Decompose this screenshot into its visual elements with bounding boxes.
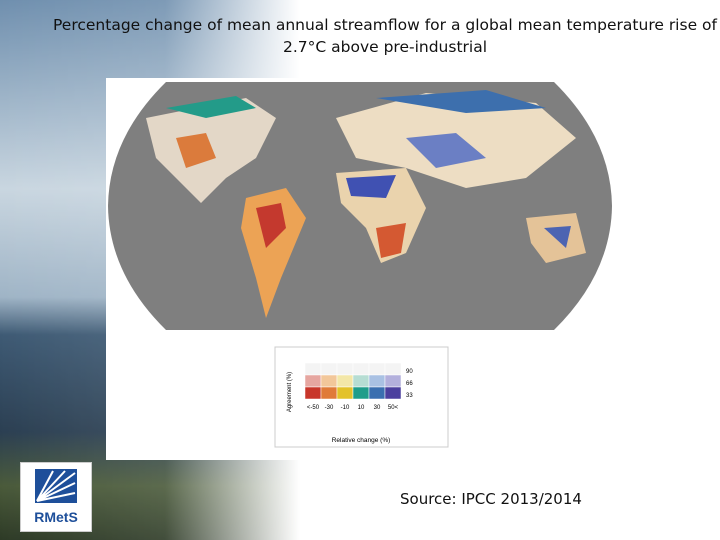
legend-x-tick: -10 (341, 405, 350, 411)
legend-x-tick: 50< (388, 405, 399, 411)
legend-swatch (304, 386, 322, 400)
legend: 90 66 33 <-50 -30 -10 10 30 50< Agreement (%) Re… (274, 346, 449, 448)
legend-y-tick: 33 (406, 393, 413, 399)
title-line: 2.7°C above pre-industrial (282, 38, 488, 56)
land (146, 90, 586, 318)
legend-x-tick: 30 (374, 405, 381, 411)
legend-swatch (368, 362, 386, 376)
legend-swatch (384, 386, 402, 400)
legend-y-tick: 66 (406, 381, 413, 387)
title: Percentage change of mean annual streamf… (40, 14, 720, 58)
legend-swatch (336, 386, 354, 400)
legend-swatch (304, 374, 322, 388)
legend-swatch (320, 374, 338, 388)
legend-swatch (368, 374, 386, 388)
legend-swatch (304, 362, 322, 376)
legend-swatch (352, 386, 370, 400)
legend-swatch (384, 362, 402, 376)
legend-x-tick: -30 (325, 405, 334, 411)
legend-swatch (368, 386, 386, 400)
logo-mark (35, 469, 77, 503)
source: Source: IPCC 2013/2014 (400, 490, 582, 508)
legend-x-tick: 10 (358, 405, 365, 411)
streamflow-map-figure: 90 66 33 <-50 -30 -10 10 30 50< Agreement (%) Re… (106, 78, 614, 460)
legend-swatch (336, 374, 354, 388)
legend-swatch (352, 374, 370, 388)
logo-text: RMetS (34, 509, 78, 525)
legend-y-tick: 90 (406, 369, 413, 375)
legend-x-label: Relative change (%) (332, 437, 391, 444)
legend-swatch (352, 362, 370, 376)
legend-swatch (320, 362, 338, 376)
legend-y-label: Agreement (%) (287, 372, 293, 412)
legend-swatch (320, 386, 338, 400)
legend-x-tick: <-50 (307, 405, 320, 411)
legend-swatch (384, 374, 402, 388)
legend-swatch (336, 362, 354, 376)
title-line: Percentage change of mean annual streamf… (53, 16, 717, 34)
logo: RMetS (20, 462, 92, 532)
